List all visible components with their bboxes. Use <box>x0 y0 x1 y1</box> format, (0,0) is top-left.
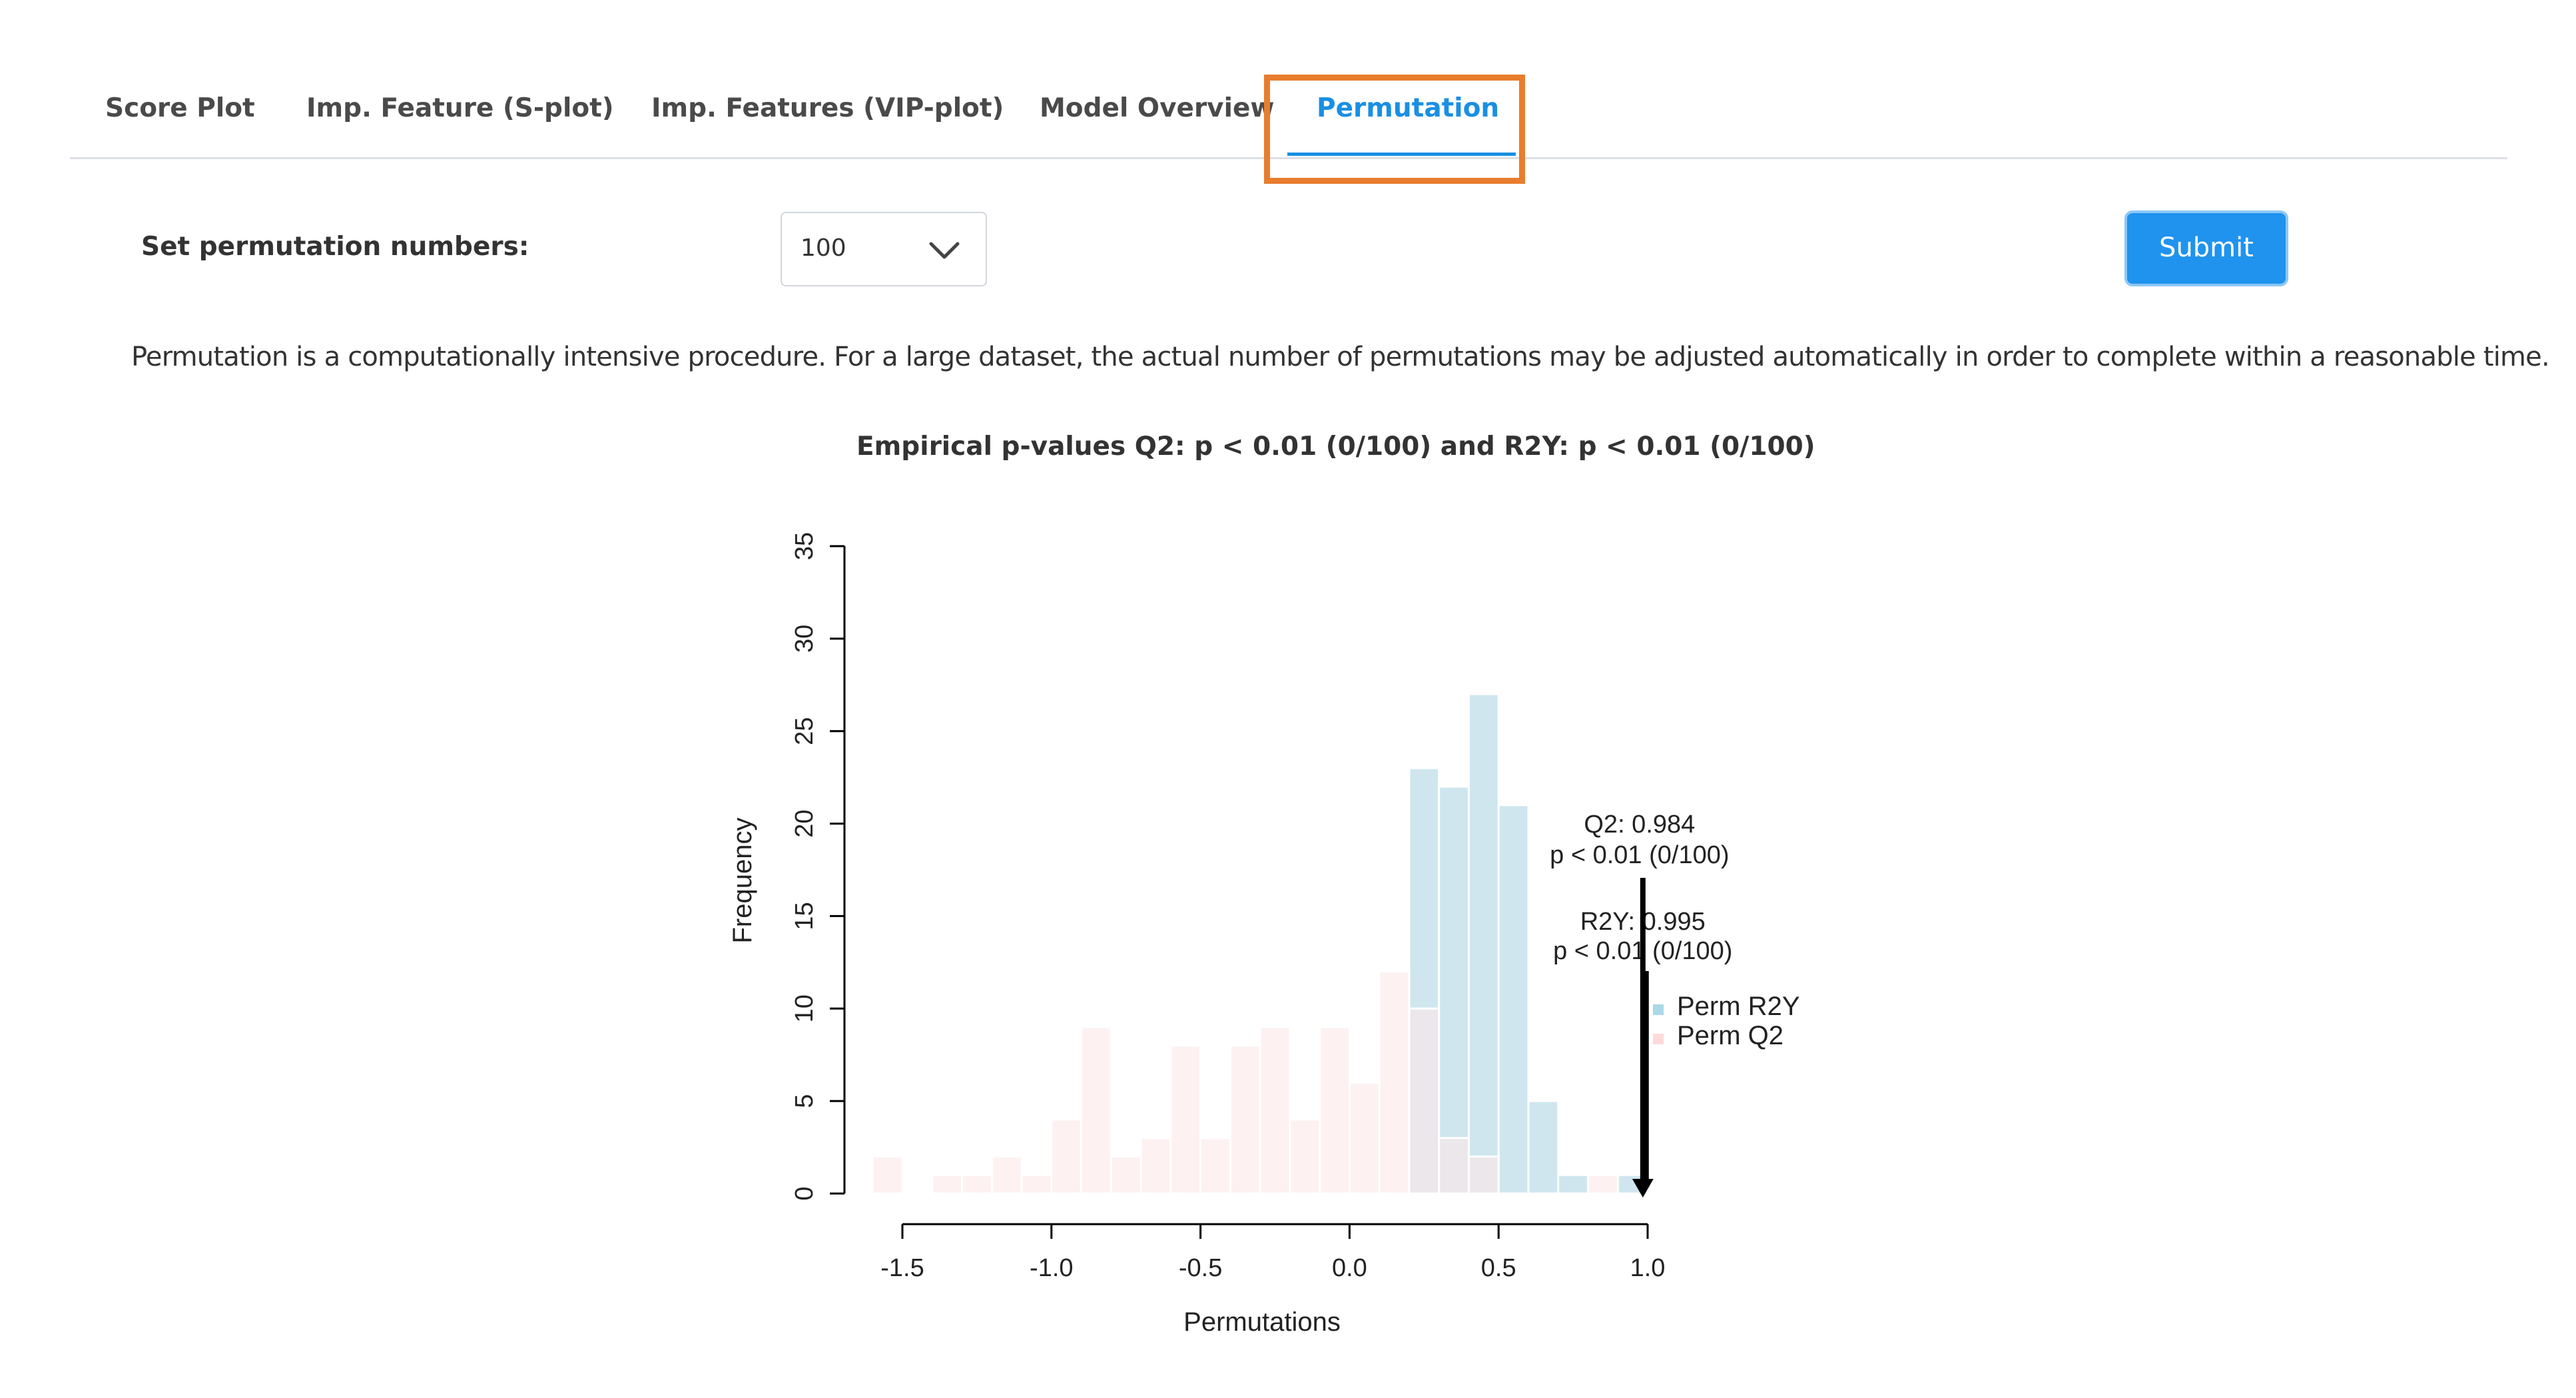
x-axis-label: Permutations <box>1183 1307 1341 1337</box>
bar-perm-q2 <box>1378 970 1411 1195</box>
submit-button[interactable]: Submit <box>2124 210 2288 286</box>
permutation-numbers-select[interactable]: 100 <box>781 212 987 286</box>
bar-perm-q2 <box>1289 1118 1321 1195</box>
x-tick-label: 1.0 <box>1630 1254 1666 1282</box>
bar-perm-r2y <box>1497 804 1530 1195</box>
y-tick-label: 20 <box>791 809 818 837</box>
chevron-down-icon <box>929 242 960 259</box>
y-tick-label: 15 <box>791 902 818 930</box>
bar-perm-q2 <box>1229 1044 1261 1195</box>
highlight-box <box>1264 75 1525 184</box>
select-value: 100 <box>801 234 846 262</box>
bar-perm-r2y <box>1467 693 1500 1195</box>
bar-perm-q2 <box>1110 1155 1142 1195</box>
y-tick-label: 25 <box>791 717 818 745</box>
tab-permutation[interactable]: Permutation <box>1317 93 1500 123</box>
y-tick-label: 10 <box>791 994 818 1022</box>
y-tick-label: 35 <box>791 532 818 560</box>
x-tick-label: 0.0 <box>1332 1254 1367 1282</box>
legend-entry: Perm Q2 <box>1677 1021 1783 1050</box>
bar-perm-r2y <box>1438 785 1470 1195</box>
x-tick-label: -1.5 <box>880 1254 924 1282</box>
y-tick-label: 0 <box>791 1186 818 1200</box>
bar-perm-q2 <box>871 1155 904 1195</box>
x-tick-label: 0.5 <box>1481 1254 1516 1282</box>
arrow-head-icon <box>1632 1179 1654 1198</box>
bar-perm-q2 <box>1080 1026 1112 1195</box>
q2-annotation-text: Q2: 0.984 <box>1584 811 1695 839</box>
bar-perm-q2 <box>1408 1007 1441 1195</box>
y-axis-label: Frequency <box>728 818 757 944</box>
bar-perm-q2 <box>1319 1026 1351 1195</box>
permutation-numbers-label: Set permutation numbers: <box>141 232 529 262</box>
q2-annotation-text: p < 0.01 (0/100) <box>1550 841 1729 869</box>
bar-perm-q2 <box>1199 1137 1231 1195</box>
bar-perm-q2 <box>990 1155 1023 1195</box>
tab-bar <box>70 0 2507 159</box>
bar-perm-q2 <box>931 1174 964 1195</box>
legend-entry: Perm R2Y <box>1677 992 1800 1021</box>
bar-perm-r2y <box>1557 1174 1589 1195</box>
bar-perm-r2y <box>1527 1100 1560 1195</box>
x-tick-label: -0.5 <box>1179 1254 1222 1282</box>
bar-perm-q2 <box>1586 1174 1619 1195</box>
bar-perm-q2 <box>1050 1118 1083 1195</box>
bar-perm-q2 <box>1169 1044 1202 1195</box>
tab-vip-plot[interactable]: Imp. Features (VIP-plot) <box>651 93 1004 123</box>
tab-model-overview[interactable]: Model Overview <box>1040 93 1275 123</box>
legend-swatch <box>1653 1004 1664 1015</box>
bar-perm-q2 <box>1467 1155 1500 1195</box>
tab-s-plot[interactable]: Imp. Feature (S-plot) <box>306 93 614 123</box>
tab-score-plot[interactable]: Score Plot <box>105 93 255 123</box>
permutation-note: Permutation is a computationally intensi… <box>131 342 2550 372</box>
x-tick-label: -1.0 <box>1030 1254 1073 1282</box>
y-tick-label: 5 <box>791 1094 818 1108</box>
bar-perm-q2 <box>961 1174 993 1195</box>
bar-perm-q2 <box>1139 1137 1172 1195</box>
bar-perm-q2 <box>1259 1026 1291 1195</box>
y-tick-label: 30 <box>791 625 818 653</box>
bar-perm-q2 <box>1348 1081 1381 1195</box>
active-tab-indicator <box>1287 153 1516 156</box>
legend-swatch <box>1653 1034 1664 1044</box>
chart-title: Empirical p-values Q2: p < 0.01 (0/100) … <box>856 432 1815 462</box>
bar-perm-q2 <box>1020 1174 1053 1195</box>
bar-perm-q2 <box>1438 1137 1470 1195</box>
